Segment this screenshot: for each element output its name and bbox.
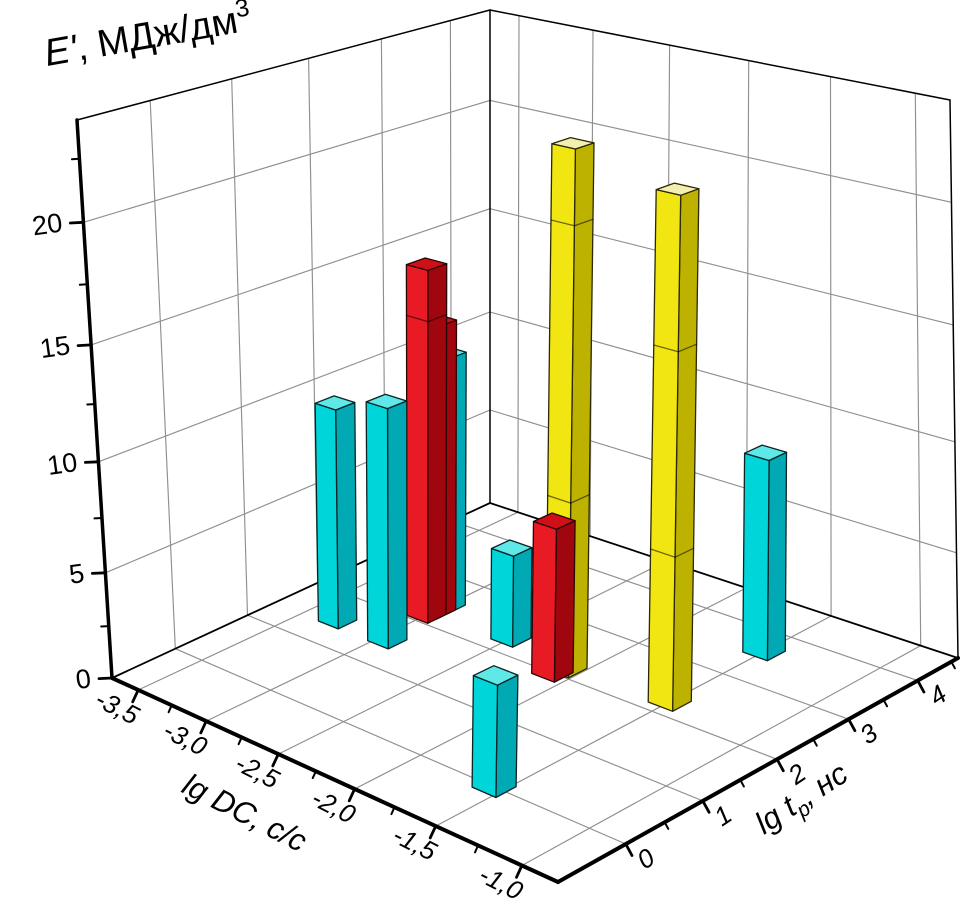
right-wall-gridline <box>831 77 832 616</box>
bar-side-face <box>388 401 407 649</box>
bar-side-face <box>496 675 518 797</box>
bar-red-1 <box>406 258 446 623</box>
bar-front-face <box>491 549 514 648</box>
bar-cyan-5 <box>472 666 518 798</box>
bar-side-face <box>767 452 786 660</box>
z-axis-major-tick <box>78 345 91 346</box>
bar-yellow-2 <box>648 183 699 711</box>
bar-front-face <box>743 453 769 661</box>
bar-cyan-2 <box>366 394 407 649</box>
bar-front-face <box>532 522 557 683</box>
bar-cyan-6 <box>743 445 787 661</box>
z-tick-label: 10 <box>45 447 79 481</box>
bar-cyan-1 <box>315 396 357 629</box>
bar-front-face <box>366 402 388 649</box>
bar-front-face <box>472 676 497 798</box>
z-axis-major-tick <box>99 678 112 679</box>
bar-side-face <box>513 548 532 648</box>
z-axis-major-tick <box>70 222 83 223</box>
z-tick-label: 20 <box>30 208 64 242</box>
z-axis-major-tick <box>85 462 98 463</box>
bar-side-face <box>336 403 357 629</box>
z-tick-label: 15 <box>38 330 72 364</box>
bar-front-face <box>315 403 338 629</box>
bar-cyan-4 <box>491 540 532 647</box>
bar-side-face <box>554 521 575 683</box>
z-axis-major-tick <box>92 573 105 574</box>
bar-red-3 <box>532 513 575 682</box>
